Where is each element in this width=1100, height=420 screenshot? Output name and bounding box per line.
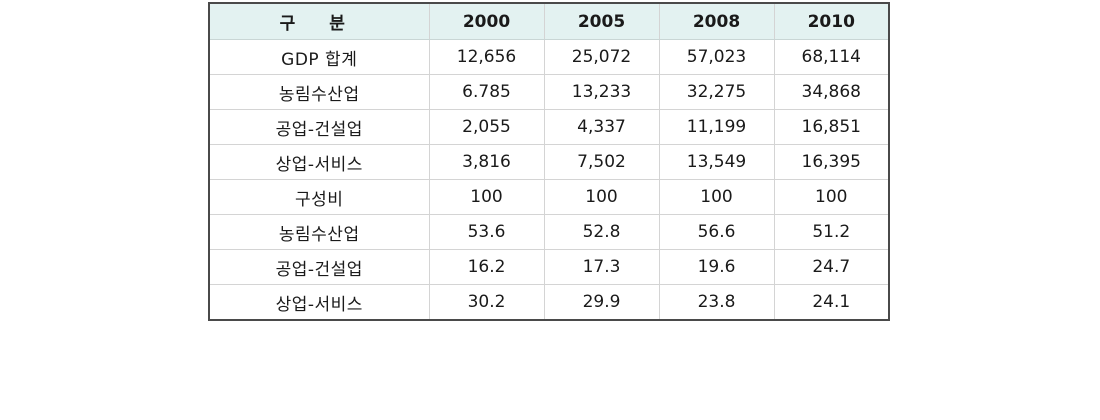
table-cell: 4,337 [543,109,660,145]
table-cell: 68,114 [773,39,890,75]
table-cell: 32,275 [658,74,775,110]
header-year: 2010 [773,2,890,40]
table-cell: 100 [428,179,545,215]
table-cell: 57,023 [658,39,775,75]
row-label: 농림수산업 [208,74,430,110]
row-label: GDP 합계 [208,39,430,75]
table-cell: 29.9 [543,284,660,321]
table-cell: 13,233 [543,74,660,110]
table-cell: 24.1 [773,284,890,321]
row-label: 상업-서비스 [208,144,430,180]
header-year: 2008 [658,2,775,40]
table-cell: 100 [658,179,775,215]
table-cell: 3,816 [428,144,545,180]
table-cell: 100 [773,179,890,215]
table-row: 상업-서비스 3,816 7,502 13,549 16,395 [208,144,890,180]
table-cell: 11,199 [658,109,775,145]
table-cell: 100 [543,179,660,215]
header-category: 구 분 [208,2,430,40]
table-cell: 13,549 [658,144,775,180]
table-cell: 17.3 [543,249,660,285]
table-cell: 16.2 [428,249,545,285]
table-cell: 56.6 [658,214,775,250]
table-cell: 7,502 [543,144,660,180]
table-cell: 16,851 [773,109,890,145]
table-cell: 16,395 [773,144,890,180]
row-label: 상업-서비스 [208,284,430,321]
table-cell: 23.8 [658,284,775,321]
table-row: GDP 합계 12,656 25,072 57,023 68,114 [208,39,890,75]
table-cell: 2,055 [428,109,545,145]
header-year: 2000 [428,2,545,40]
table-row: 상업-서비스 30.2 29.9 23.8 24.1 [208,284,890,321]
table-cell: 34,868 [773,74,890,110]
table-cell: 53.6 [428,214,545,250]
row-label: 농림수산업 [208,214,430,250]
table-cell: 51.2 [773,214,890,250]
gdp-table: 구 분 2000 2005 2008 2010 GDP 합계 12,656 25… [208,2,890,321]
row-label: 공업-건설업 [208,249,430,285]
table-cell: 52.8 [543,214,660,250]
table-row: 농림수산업 6.785 13,233 32,275 34,868 [208,74,890,110]
row-label: 구성비 [208,179,430,215]
table-cell: 6.785 [428,74,545,110]
table-row: 구성비 100 100 100 100 [208,179,890,215]
table-cell: 25,072 [543,39,660,75]
table-row: 공업-건설업 16.2 17.3 19.6 24.7 [208,249,890,285]
table-cell: 24.7 [773,249,890,285]
row-label: 공업-건설업 [208,109,430,145]
table-cell: 12,656 [428,39,545,75]
table-header-row: 구 분 2000 2005 2008 2010 [208,2,890,40]
table-row: 농림수산업 53.6 52.8 56.6 51.2 [208,214,890,250]
table-row: 공업-건설업 2,055 4,337 11,199 16,851 [208,109,890,145]
header-year: 2005 [543,2,660,40]
table-cell: 19.6 [658,249,775,285]
table-cell: 30.2 [428,284,545,321]
